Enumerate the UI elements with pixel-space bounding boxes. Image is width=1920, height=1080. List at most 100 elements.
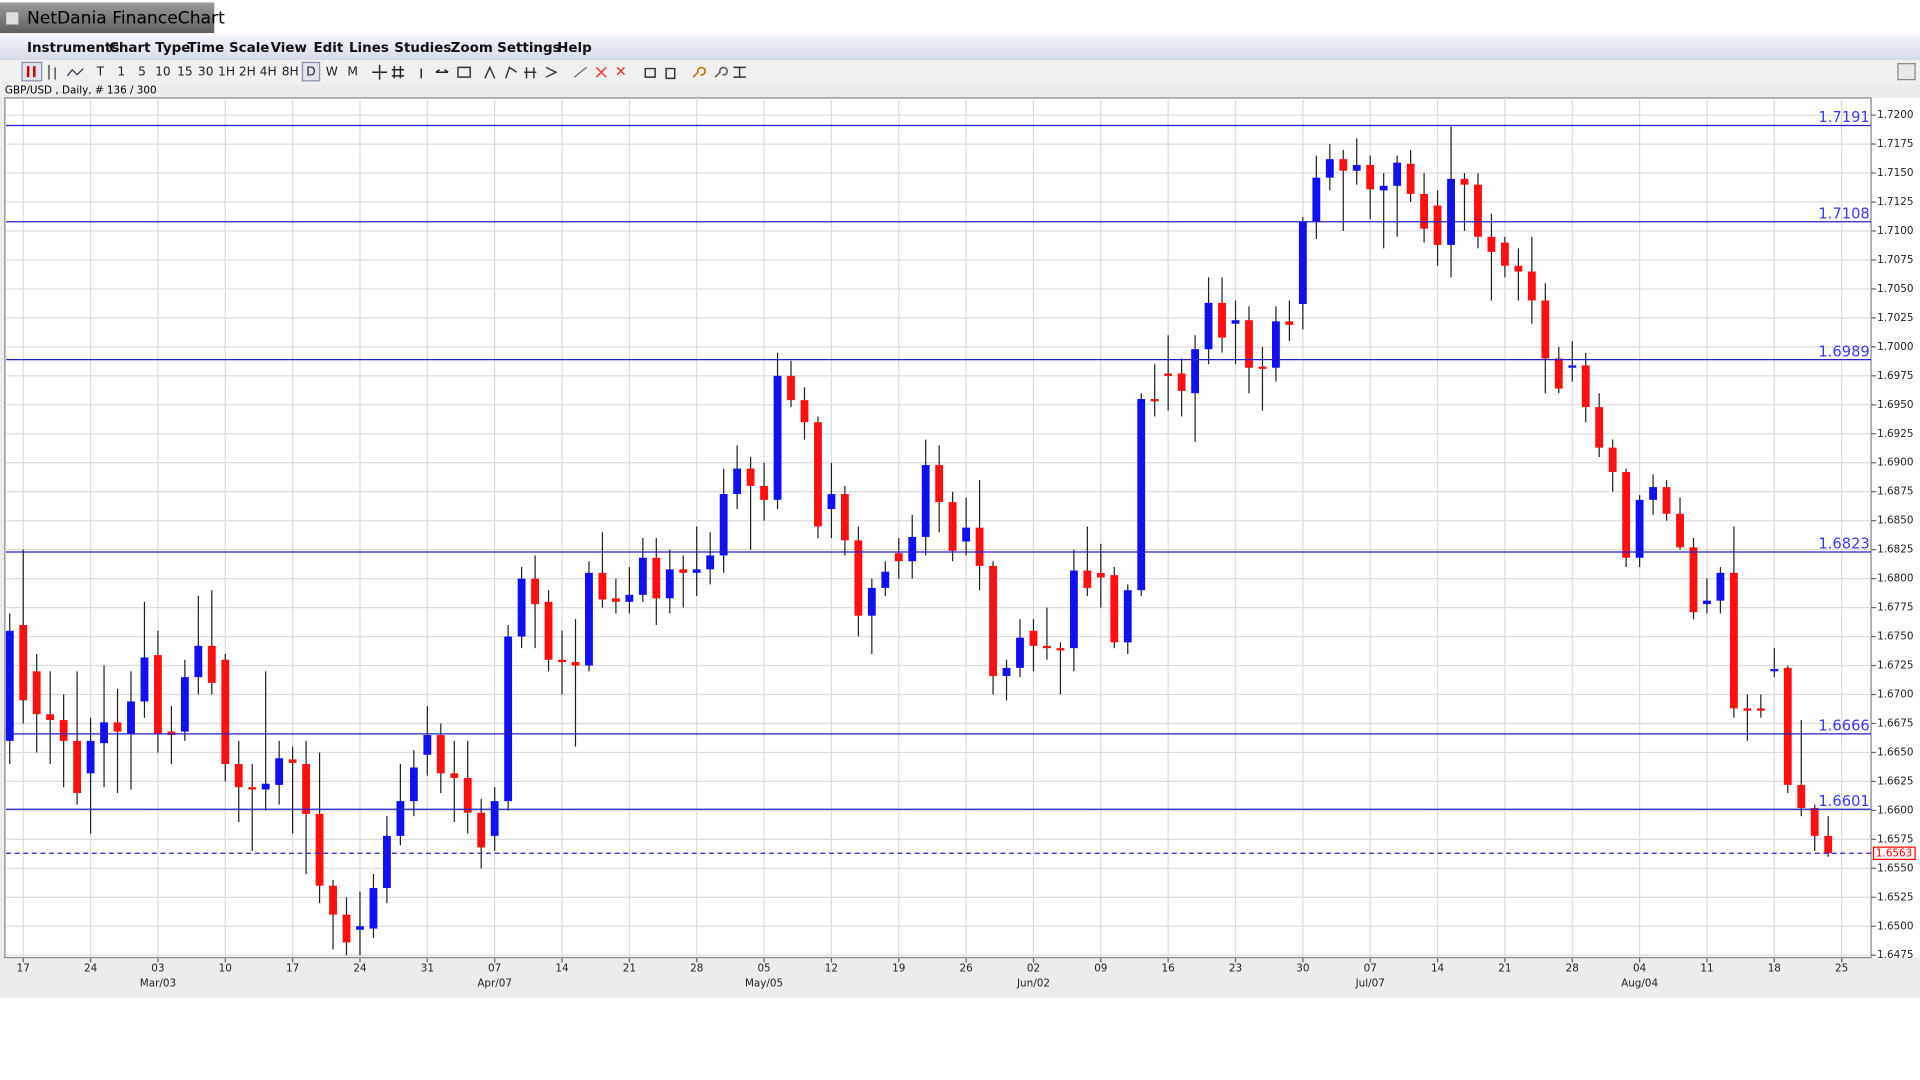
toolbar-icon[interactable]	[372, 64, 387, 80]
x-tick-label: 19	[892, 963, 905, 975]
level-label: 1.7108	[1818, 205, 1869, 222]
candle-body	[140, 657, 149, 702]
candle-body	[962, 527, 971, 542]
toolbar-icon[interactable]	[505, 66, 518, 79]
y-tick-label: 1.7025	[1877, 312, 1913, 324]
toolbar-button-label[interactable]: 30	[198, 65, 214, 79]
toolbar-icon[interactable]	[545, 66, 558, 78]
x-tick-label: 02	[1027, 963, 1040, 975]
candle-body	[1527, 271, 1536, 301]
corner-button[interactable]	[1897, 63, 1916, 81]
candle-body	[1689, 547, 1698, 613]
candle-body	[1096, 572, 1105, 578]
candle-body	[840, 494, 849, 541]
candle-body	[935, 465, 944, 503]
menu-item[interactable]: Zoom	[451, 41, 493, 56]
toolbar-icon[interactable]	[391, 66, 405, 79]
candle-body	[1743, 708, 1752, 711]
candle-body	[86, 740, 95, 774]
toolbar-icon[interactable]	[665, 67, 676, 80]
menu-item[interactable]: Settings	[497, 41, 561, 56]
menu-item[interactable]: View	[271, 41, 307, 56]
y-tick-label: 1.6750	[1877, 631, 1913, 643]
level-label: 1.6666	[1818, 718, 1869, 735]
candle-body	[517, 578, 526, 637]
candle-body	[719, 494, 728, 556]
toolbar-icon[interactable]	[573, 66, 587, 78]
toolbar-icon[interactable]	[644, 67, 656, 78]
x-tick-label: 21	[1498, 963, 1511, 975]
candle-body	[598, 572, 607, 600]
toolbar-button[interactable]	[21, 61, 43, 82]
toolbar-icon	[66, 68, 84, 77]
toolbar-button-label[interactable]: 15	[177, 65, 193, 79]
y-tick-label: 1.7175	[1877, 138, 1913, 150]
y-tick-label: 1.6825	[1877, 544, 1913, 556]
candle-body	[1487, 236, 1496, 252]
candle-body	[1258, 366, 1267, 369]
toolbar-button-label[interactable]: D	[306, 65, 315, 79]
toolbar-icon[interactable]	[595, 66, 607, 78]
y-tick-label: 1.6650	[1877, 746, 1913, 758]
y-tick-label: 1.7150	[1877, 167, 1913, 179]
app-title: NetDania FinanceChart	[27, 8, 225, 28]
candle-body	[1581, 365, 1590, 408]
toolbar-icon[interactable]	[524, 67, 537, 79]
toolbar-button[interactable]	[301, 61, 321, 82]
candle-body	[1002, 667, 1011, 676]
x-tick-label: 16	[1162, 963, 1175, 975]
menu-item[interactable]: Instruments	[27, 41, 119, 56]
y-tick-label: 1.7050	[1877, 283, 1913, 295]
candle-body	[450, 773, 459, 778]
menu-item[interactable]: Time Scale	[187, 41, 269, 56]
toolbar-icon[interactable]	[692, 66, 706, 78]
candle-body	[100, 722, 108, 744]
last-price-label: 1.6563	[1876, 847, 1912, 859]
y-tick-label: 1.6600	[1877, 804, 1913, 816]
toolbar-button-label[interactable]: 2H	[239, 65, 256, 79]
candle-body	[975, 527, 984, 566]
toolbar-icon	[48, 64, 56, 80]
menu-item[interactable]: Lines	[349, 41, 389, 56]
toolbar-button-label[interactable]: 5	[138, 65, 146, 79]
toolbar-button-label[interactable]: 4H	[260, 65, 277, 79]
candle-body	[59, 719, 68, 741]
candle-body	[288, 759, 297, 763]
toolbar-button-label[interactable]: 8H	[282, 65, 299, 79]
candle-body	[207, 645, 216, 683]
menu-item[interactable]: Edit	[313, 41, 343, 56]
toolbar-icon[interactable]	[733, 66, 746, 78]
toolbar-icon[interactable]	[484, 65, 496, 79]
candle-body	[1783, 667, 1792, 785]
candle-body	[1716, 572, 1725, 601]
menu-item[interactable]: Chart Type	[109, 41, 190, 56]
candle-body	[356, 926, 364, 930]
toolbar-icon[interactable]	[435, 69, 449, 73]
toolbar-button-label[interactable]: T	[96, 65, 105, 79]
toolbar-button-label[interactable]: W	[326, 65, 338, 79]
toolbar-icon	[26, 66, 36, 78]
toolbar-icon[interactable]	[616, 66, 626, 76]
x-tick-label: 14	[555, 963, 569, 975]
toolbar-button-label[interactable]: 1	[117, 65, 125, 79]
toolbar-button-label[interactable]: 1H	[218, 65, 235, 79]
candle-body	[881, 571, 890, 588]
menu-item[interactable]: Help	[557, 41, 592, 56]
x-tick-label: 17	[17, 963, 30, 975]
candle-body	[1245, 320, 1253, 368]
x-tick-label: 03	[151, 963, 164, 975]
toolbar-button-label[interactable]: 10	[155, 65, 171, 79]
x-period-label: Jun/02	[1016, 977, 1050, 989]
candle-body	[1541, 300, 1550, 359]
candle-body	[234, 764, 243, 788]
candle-body	[854, 540, 863, 616]
candle-body	[679, 569, 688, 573]
toolbar-icon[interactable]	[457, 66, 471, 78]
menu-item[interactable]: Studies	[394, 41, 451, 56]
candle-body	[1043, 645, 1051, 649]
toolbar-button-label[interactable]: M	[347, 65, 358, 79]
x-tick-label: 14	[1431, 963, 1445, 975]
toolbar-icon[interactable]	[714, 66, 728, 78]
candle-body	[652, 557, 661, 599]
candle-body	[1137, 399, 1146, 591]
